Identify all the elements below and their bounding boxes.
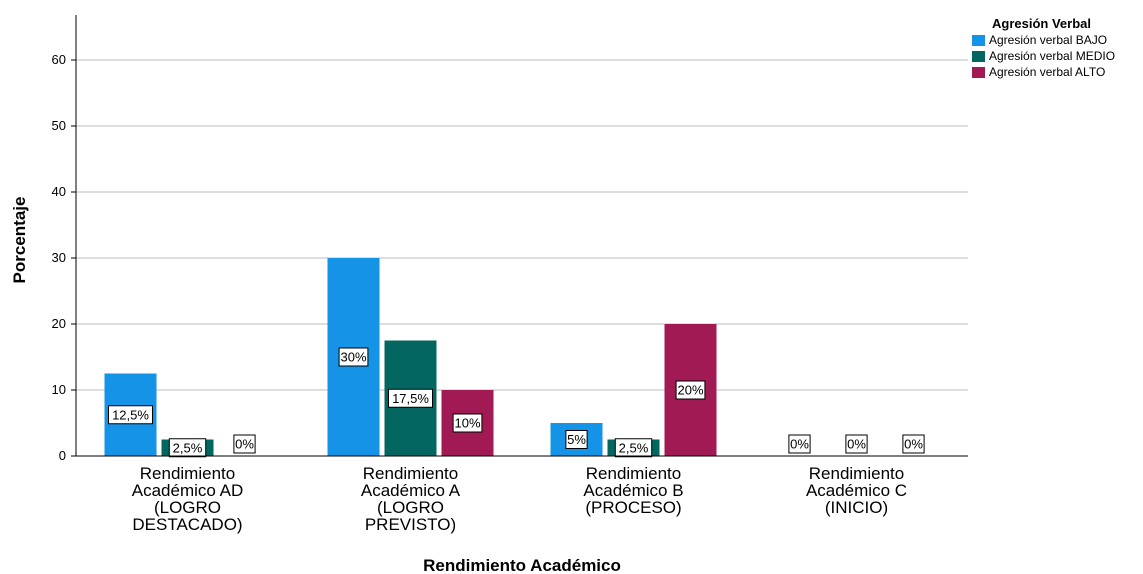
data-label-box: [388, 388, 433, 408]
y-tick-label: 30: [52, 250, 66, 265]
y-axis-title: Porcentaje: [10, 197, 29, 284]
data-label: 2,5%: [619, 440, 649, 455]
gridlines: [76, 59, 968, 391]
x-category-label: Rendimiento Académico C (INICIO): [806, 464, 907, 517]
data-label-box: [565, 430, 588, 449]
legend-item: Agresión verbal ALTO: [972, 64, 1115, 80]
bars: [104, 258, 717, 456]
data-label-box: [614, 438, 653, 458]
data-label: 0%: [847, 437, 866, 452]
data-label-box: [675, 380, 706, 400]
data-label: 10%: [454, 416, 480, 431]
x-category-line: (PROCESO): [585, 498, 681, 517]
legend-label: Agresión verbal BAJO: [989, 33, 1108, 47]
x-category-line: (LOGRO: [154, 498, 221, 517]
data-label: 12,5%: [112, 407, 149, 422]
x-category-line: Académico C: [806, 481, 907, 500]
legend-swatch: [972, 66, 985, 78]
y-tick-label: 50: [52, 118, 66, 133]
x-category-line: DESTACADO): [132, 515, 242, 534]
legend-swatch: [972, 50, 985, 62]
x-category-line: (INICIO): [825, 498, 888, 517]
x-category-label: Rendimiento Académico AD (LOGRO DESTACADO): [132, 464, 244, 534]
y-tick-label: 10: [52, 382, 66, 397]
legend-label: Agresión verbal ALTO: [989, 65, 1106, 79]
legend: Agresión Verbal Agresión verbal BAJO Agre…: [972, 16, 1115, 80]
legend-swatch: [972, 34, 985, 46]
data-label-box: [233, 434, 256, 454]
y-tick-label: 40: [52, 184, 66, 199]
y-tick-label: 0: [59, 448, 66, 463]
x-category-line: Académico AD: [132, 481, 244, 500]
legend-item: Agresión verbal MEDIO: [972, 48, 1115, 64]
x-category-line: Rendimiento: [586, 464, 681, 483]
x-category-label: Rendimiento Académico B (PROCESO): [583, 464, 683, 517]
data-label-box: [845, 434, 868, 454]
legend-label: Agresión verbal MEDIO: [989, 49, 1116, 63]
x-category-line: PREVISTO): [365, 515, 456, 534]
data-label-box: [108, 405, 153, 425]
data-label: 0%: [235, 437, 254, 452]
data-label-box: [168, 438, 207, 458]
y-tick-label: 60: [52, 52, 66, 67]
data-label-box: [452, 413, 483, 433]
x-category-line: (LOGRO: [377, 498, 444, 517]
data-labels: 12,5% 2,5% 0% 30% 17,5% 10% 5% 2,5% 20% 0% 0% 0%: [108, 347, 925, 458]
legend-items: Agresión verbal BAJO Agresión verbal MEDI…: [972, 32, 1115, 80]
x-category-line: Rendimiento: [809, 464, 904, 483]
data-label: 30%: [340, 350, 366, 365]
legend-item: Agresión verbal BAJO: [972, 32, 1115, 48]
data-label: 2,5%: [173, 440, 203, 455]
x-axis-title: Rendimiento Académico: [423, 556, 621, 574]
data-label: 5%: [567, 432, 586, 447]
data-label: 0%: [904, 437, 923, 452]
x-axis-categories: Rendimiento Académico AD (LOGRO DESTACADO)R…: [132, 464, 907, 534]
data-label: 20%: [677, 383, 703, 398]
data-label: 0%: [790, 437, 809, 452]
x-category-line: Rendimiento: [140, 464, 235, 483]
data-label-box: [788, 434, 811, 454]
x-category-line: Académico B: [583, 481, 683, 500]
legend-title: Agresión Verbal: [992, 16, 1091, 31]
x-category-line: Rendimiento: [363, 464, 458, 483]
y-tick-label: 20: [52, 316, 66, 331]
data-label: 17,5%: [392, 391, 429, 406]
x-category-label: Rendimiento Académico A (LOGRO PREVISTO): [361, 464, 461, 534]
x-category-line: Académico A: [361, 481, 461, 500]
data-label-box: [338, 347, 369, 367]
data-label-box: [902, 434, 925, 454]
y-axis-ticks: 0 10 20 30 40 50 60: [52, 52, 76, 463]
